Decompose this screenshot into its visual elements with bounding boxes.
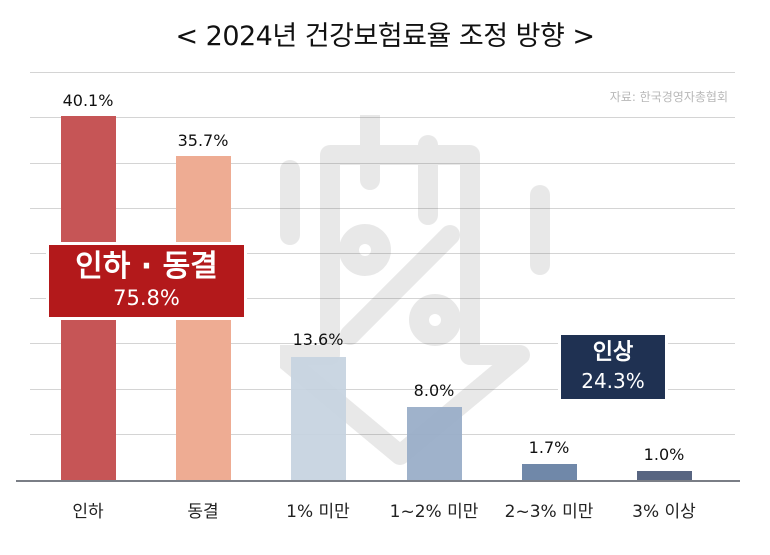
gridline — [30, 208, 735, 209]
category-label: 1% 미만 — [286, 502, 350, 522]
gridline — [30, 163, 735, 164]
gridline — [30, 253, 735, 254]
value-label: 35.7% — [177, 131, 229, 150]
summary-value: 24.3% — [581, 369, 645, 393]
summary-label: 인상 — [592, 340, 634, 365]
gridline — [30, 298, 735, 299]
gridline — [30, 117, 735, 118]
category-label: 2~3% 미만 — [504, 502, 594, 522]
category-label: 동결 — [187, 502, 219, 522]
decrease-freeze-summary-box: 인하 · 동결 75.8% — [46, 242, 247, 320]
bar-2-3pct — [522, 464, 577, 480]
summary-value: 75.8% — [113, 286, 180, 310]
value-label: 8.0% — [413, 381, 455, 400]
chart-title: < 2024년 건강보험료율 조정 방향 > — [175, 21, 595, 52]
value-label: 13.6% — [292, 330, 344, 349]
category-label: 3% 이상 — [632, 502, 696, 522]
source-note: 자료: 한국경영자총협회 — [609, 90, 728, 104]
summary-label: 인하 · 동결 — [75, 249, 218, 284]
category-label: 인하 — [72, 502, 104, 522]
category-label: 1~2% 미만 — [389, 502, 479, 522]
x-axis-baseline — [16, 480, 740, 482]
value-label: 1.0% — [643, 445, 685, 464]
value-label: 40.1% — [62, 91, 114, 110]
gridline — [30, 389, 735, 390]
gridline — [30, 343, 735, 344]
gridline — [30, 434, 735, 435]
bar-under-1pct — [291, 357, 346, 480]
bar-3pct-plus — [637, 471, 692, 480]
gridline — [30, 72, 735, 73]
bar-1-2pct — [407, 407, 462, 480]
increase-summary-box: 인상 24.3% — [558, 332, 668, 402]
value-label: 1.7% — [528, 438, 570, 457]
